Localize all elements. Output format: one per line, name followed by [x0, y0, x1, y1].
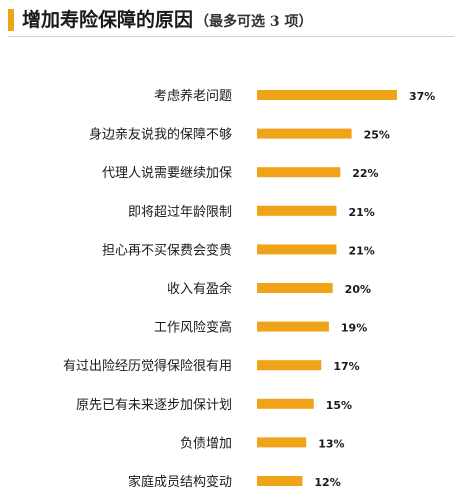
bar [257, 476, 303, 486]
category-label: 代理人说需要继续加保 [102, 166, 232, 181]
category-label: 负债增加 [180, 436, 232, 451]
value-label: 25% [364, 129, 390, 142]
bar [257, 360, 322, 371]
title-accent-bar [8, 9, 14, 31]
chart-subtitle: （最多可选 3 项） [195, 14, 313, 30]
category-label: 身边亲友说我的保障不够 [89, 127, 232, 143]
category-label: 考虑养老问题 [154, 88, 232, 104]
category-label: 即将超过年龄限制 [128, 205, 232, 220]
bar [257, 128, 352, 139]
value-label: 37% [409, 90, 435, 103]
bar [257, 90, 397, 100]
value-label: 20% [345, 283, 371, 296]
category-label: 收入有盈余 [167, 281, 232, 297]
category-label: 家庭成员结构变动 [128, 474, 232, 490]
value-label: 13% [318, 437, 344, 450]
value-label: 12% [314, 476, 340, 489]
title-divider [8, 36, 454, 37]
value-label: 21% [348, 244, 374, 257]
bar [257, 321, 329, 332]
value-label: 19% [341, 322, 367, 335]
value-label: 15% [326, 399, 352, 412]
bar [257, 398, 314, 409]
bar [257, 437, 307, 448]
chart-title-text: 增加寿险保障的原因 [22, 9, 194, 31]
category-label: 有过出险经历觉得保险很有用 [63, 358, 232, 374]
category-label: 工作风险变高 [154, 320, 232, 336]
value-label: 22% [352, 167, 378, 180]
bar [257, 205, 337, 216]
bar [257, 167, 341, 178]
bar [257, 244, 337, 255]
value-label: 17% [333, 360, 359, 373]
value-label: 21% [348, 206, 374, 219]
chart-header: 增加寿险保障的原因 （最多可选 3 项） [8, 6, 456, 34]
bar [257, 283, 333, 293]
category-label: 担心再不买保费会变贵 [102, 242, 232, 258]
chart-title: 增加寿险保障的原因 （最多可选 3 项） [22, 7, 313, 35]
category-label: 原先已有未来逐步加保计划 [76, 398, 232, 413]
